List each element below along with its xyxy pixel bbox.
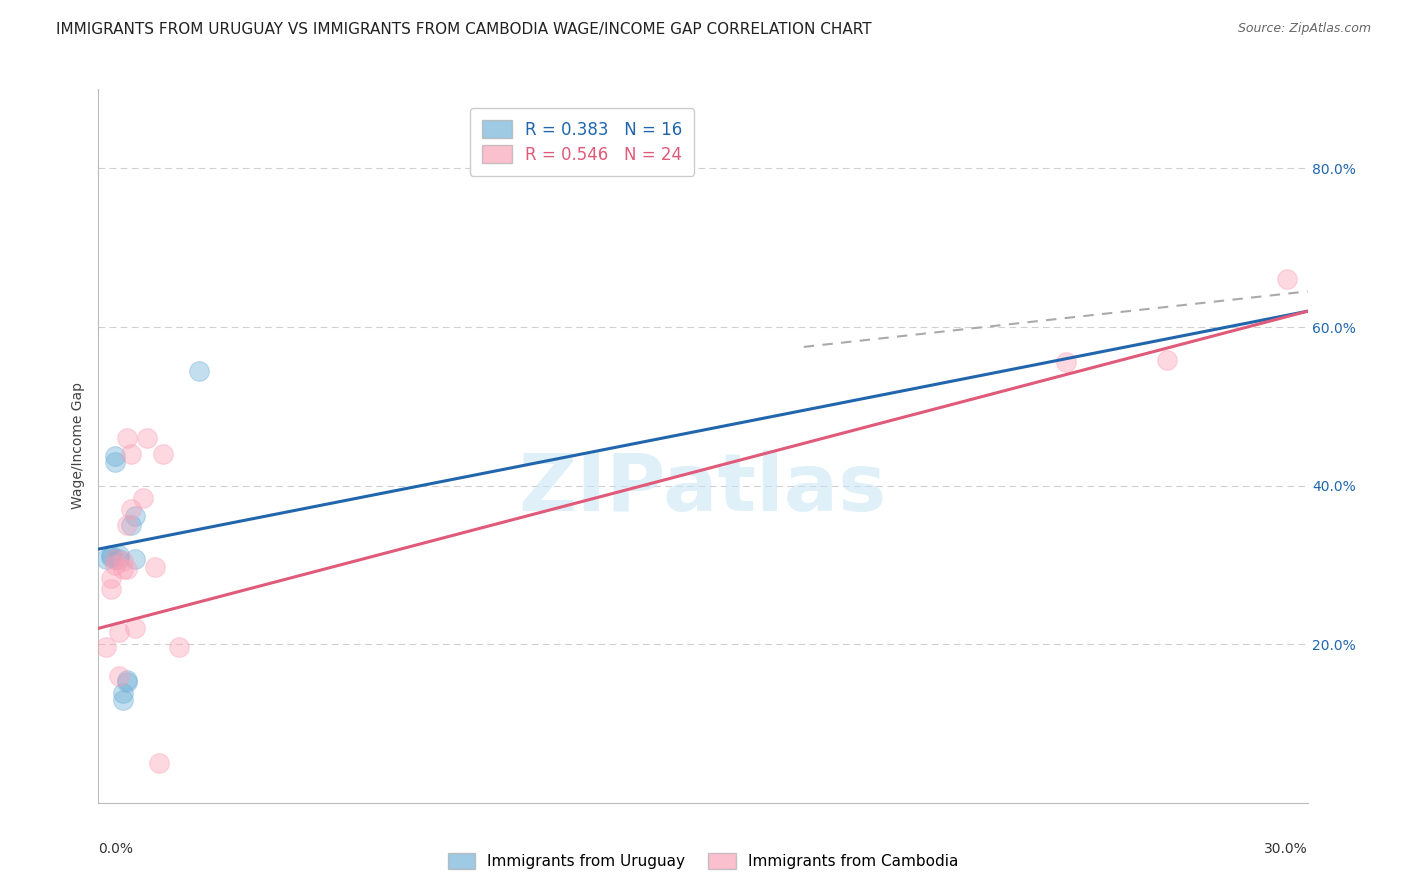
Legend: Immigrants from Uruguay, Immigrants from Cambodia: Immigrants from Uruguay, Immigrants from… [441,847,965,875]
Point [115,431,138,445]
Point [107,625,129,640]
Point [103,455,125,469]
Text: 0.0%: 0.0% [98,842,134,856]
Point [124,621,146,635]
Point [96,640,118,654]
Point [103,558,125,572]
Text: IMMIGRANTS FROM URUGUAY VS IMMIGRANTS FROM CAMBODIA WAGE/INCOME GAP CORRELATION : IMMIGRANTS FROM URUGUAY VS IMMIGRANTS FR… [56,22,872,37]
Point [103,551,125,566]
Point [103,551,125,566]
Point [111,554,134,568]
Legend: R = 0.383   N = 16, R = 0.546   N = 24: R = 0.383 N = 16, R = 0.546 N = 24 [470,108,695,176]
Point [107,549,129,563]
Point [111,562,134,576]
Point [1156,353,1178,368]
Point [100,571,122,585]
Point [148,756,170,771]
Point [111,686,134,700]
Point [135,431,157,445]
Point [115,518,138,533]
Point [107,551,129,566]
Point [100,582,122,596]
Point [132,491,155,505]
Point [115,562,138,576]
Point [152,447,174,461]
Point [111,692,134,706]
Y-axis label: Wage/Income Gap: Wage/Income Gap [70,383,84,509]
Point [115,675,138,690]
Point [188,364,211,378]
Text: ZIPatlas: ZIPatlas [519,450,887,528]
Point [120,518,142,533]
Point [1054,355,1077,369]
Point [120,502,142,516]
Point [143,559,166,574]
Point [103,449,125,463]
Point [167,640,190,654]
Point [120,447,142,461]
Point [1277,272,1299,286]
Point [124,551,146,566]
Text: Source: ZipAtlas.com: Source: ZipAtlas.com [1237,22,1371,36]
Point [124,508,146,523]
Text: 30.0%: 30.0% [1264,842,1308,856]
Point [100,549,122,564]
Point [115,673,138,687]
Point [96,551,118,566]
Point [100,549,122,563]
Point [107,669,129,683]
